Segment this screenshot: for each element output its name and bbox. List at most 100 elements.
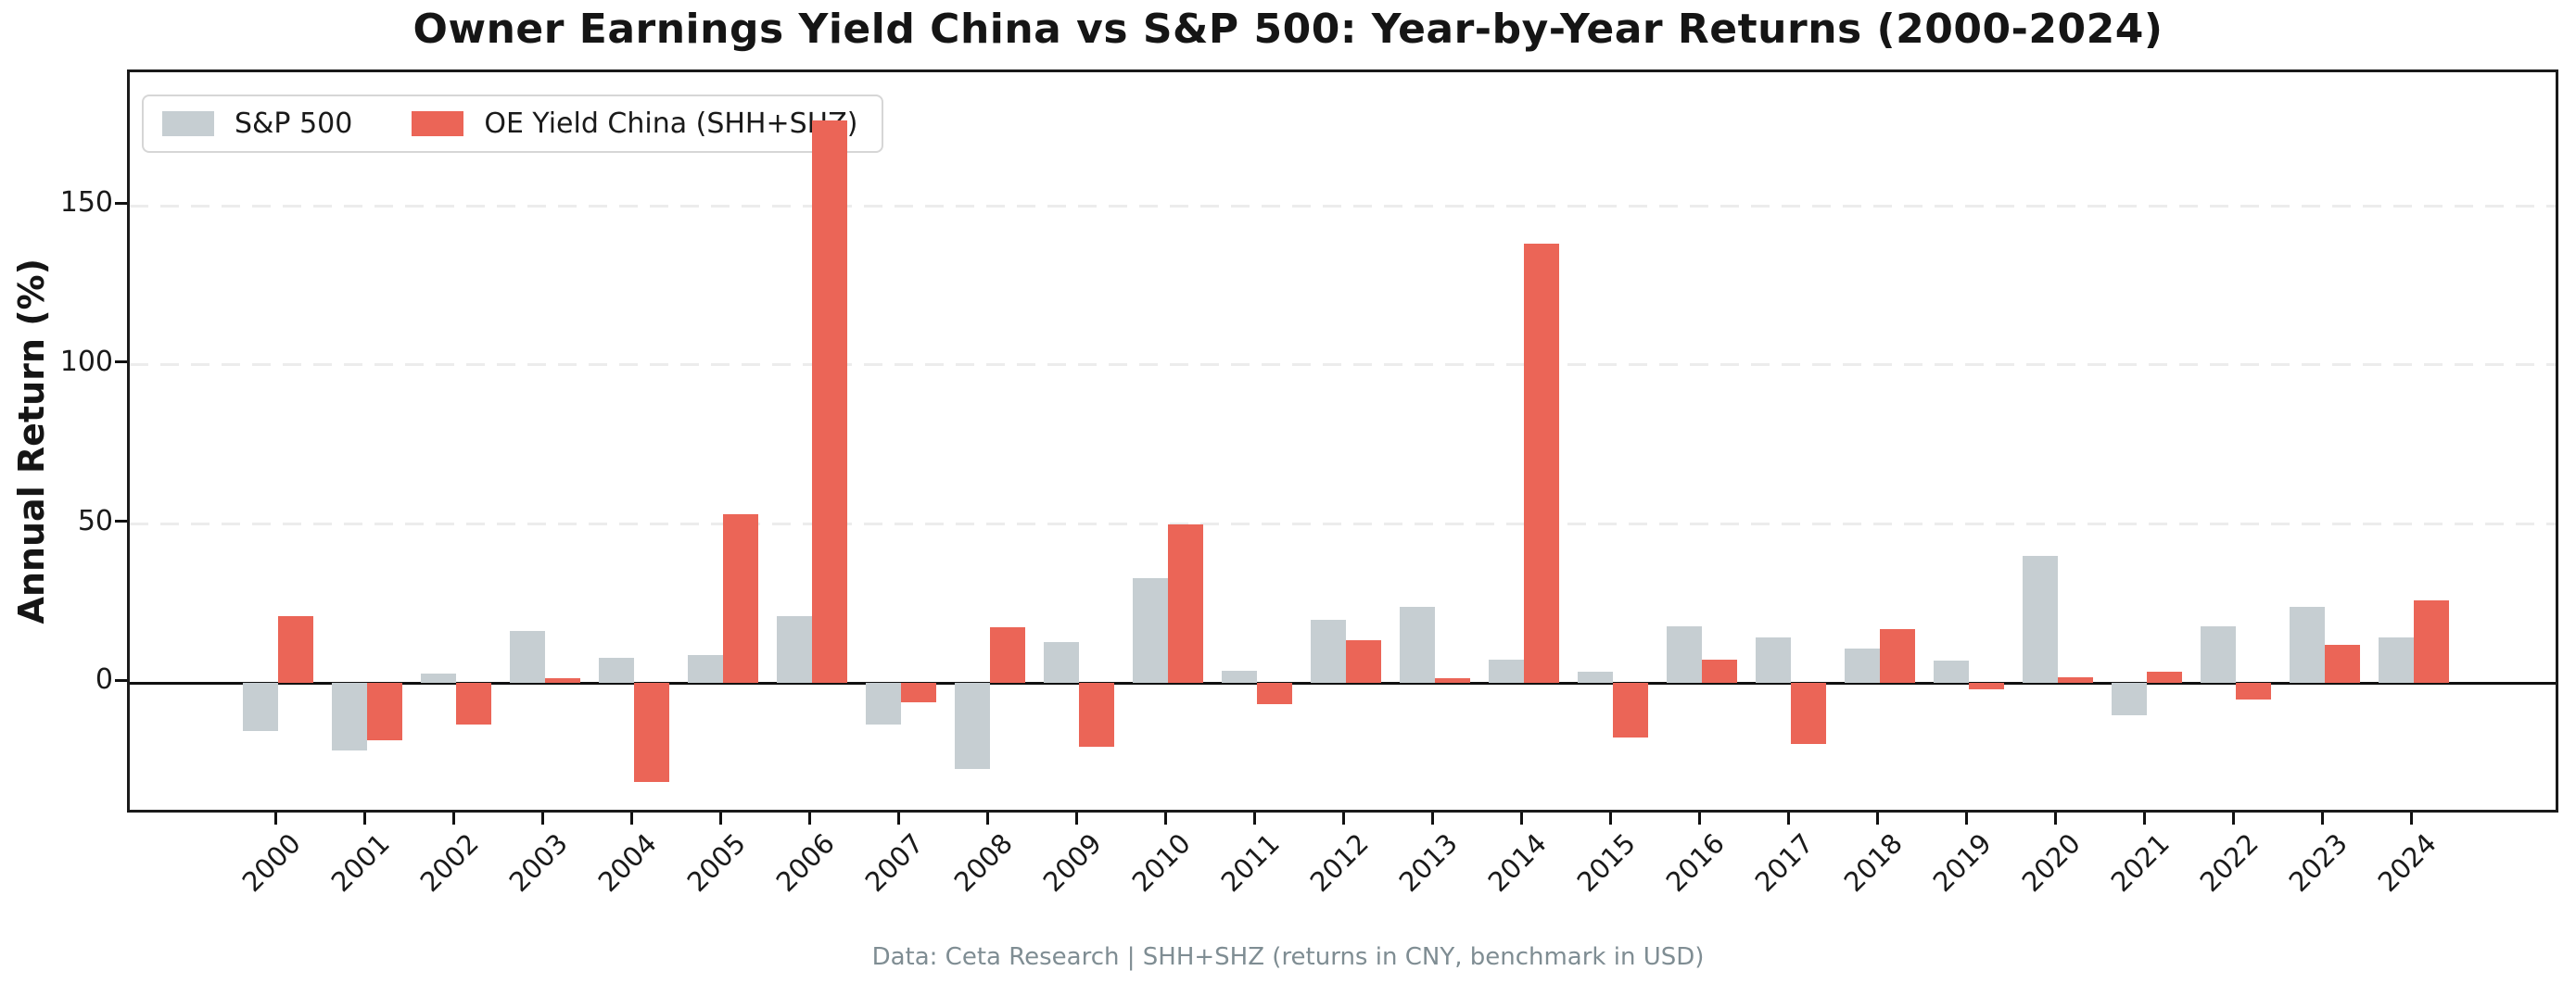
bar-sp500-2008 [955,683,990,770]
x-tick-label-2001: 2001 [324,827,397,899]
bar-oe-china-2006 [812,120,847,684]
grid-line-150 [130,204,2556,208]
y-tick-label-50: 50 [77,504,113,537]
x-tick-mark-2001 [362,813,366,825]
x-tick-label-2009: 2009 [1036,827,1109,899]
x-tick-label-2003: 2003 [502,827,575,899]
bar-oe-china-2011 [1257,683,1292,704]
bar-sp500-2020 [2023,556,2058,684]
x-tick-mark-2002 [451,813,455,825]
x-tick-label-2007: 2007 [858,827,931,899]
legend-label-sp500: S&P 500 [235,107,353,140]
bar-oe-china-2018 [1880,629,1915,684]
x-tick-mark-2023 [2320,813,2324,825]
x-tick-mark-2003 [540,813,544,825]
x-tick-label-2022: 2022 [2193,827,2265,899]
y-tick-mark-0 [115,678,127,682]
x-tick-mark-2017 [1786,813,1790,825]
bar-oe-china-2001 [367,683,402,741]
x-tick-mark-2007 [896,813,900,825]
bar-sp500-2023 [2290,607,2325,684]
legend-item-sp500: S&P 500 [162,107,352,140]
x-tick-label-2008: 2008 [947,827,1020,899]
bar-oe-china-2022 [2236,683,2271,700]
grid-line-50 [130,523,2556,526]
bar-oe-china-2002 [456,683,491,725]
bar-oe-china-2024 [2414,600,2449,684]
bar-oe-china-2003 [545,678,580,684]
bar-sp500-2014 [1489,659,1524,684]
x-tick-label-2021: 2021 [2104,827,2176,899]
bar-oe-china-2017 [1791,683,1826,744]
y-tick-mark-50 [115,520,127,523]
legend-item-oe-china: OE Yield China (SHH+SHZ) [412,107,857,140]
x-tick-mark-2013 [1430,813,1434,825]
bar-sp500-2009 [1044,641,1079,684]
x-tick-mark-2012 [1341,813,1345,825]
x-tick-label-2017: 2017 [1748,827,1821,899]
x-tick-label-2000: 2000 [235,827,308,899]
bar-sp500-2005 [688,654,723,684]
x-tick-label-2010: 2010 [1125,827,1198,899]
bar-sp500-2015 [1578,672,1613,684]
x-tick-mark-2008 [985,813,989,825]
x-tick-label-2015: 2015 [1570,827,1643,899]
x-tick-label-2016: 2016 [1659,827,1732,899]
bar-oe-china-2020 [2058,676,2093,684]
bar-sp500-2017 [1756,637,1791,684]
grid-line-100 [130,363,2556,367]
x-tick-mark-2018 [1875,813,1879,825]
x-tick-label-2005: 2005 [680,827,753,899]
x-tick-mark-2004 [629,813,633,825]
x-tick-mark-2015 [1608,813,1612,825]
legend-swatch-oe-china [412,111,464,136]
bar-oe-china-2014 [1524,244,1559,684]
bar-oe-china-2008 [990,627,1025,684]
y-axis-label: Annual Return (%) [11,258,52,624]
x-tick-label-2002: 2002 [413,827,486,899]
bar-oe-china-2010 [1168,523,1203,684]
legend-label-oe-china: OE Yield China (SHH+SHZ) [484,107,858,140]
bar-oe-china-2023 [2325,645,2360,684]
legend: S&P 500 OE Yield China (SHH+SHZ) [142,95,884,153]
x-tick-label-2023: 2023 [2282,827,2354,899]
bar-sp500-2012 [1311,619,1346,684]
x-tick-label-2006: 2006 [769,827,842,899]
legend-swatch-sp500 [162,111,214,136]
x-tick-label-2020: 2020 [2015,827,2087,899]
bar-oe-china-2012 [1346,640,1381,684]
bar-oe-china-2004 [634,683,669,782]
bar-sp500-2007 [866,683,901,725]
bar-oe-china-2000 [278,616,313,684]
x-tick-label-2014: 2014 [1481,827,1554,899]
bar-sp500-2001 [332,683,367,750]
bar-sp500-2000 [243,683,278,731]
bar-oe-china-2015 [1613,683,1648,738]
bar-oe-china-2007 [901,683,936,703]
x-tick-label-2024: 2024 [2371,827,2443,899]
x-tick-mark-2011 [1252,813,1256,825]
bar-sp500-2006 [777,616,812,684]
y-tick-mark-150 [115,201,127,205]
bar-sp500-2024 [2379,637,2414,684]
bar-sp500-2004 [599,657,634,684]
bar-sp500-2003 [510,630,545,684]
x-tick-mark-2020 [2053,813,2057,825]
y-tick-label-150: 150 [59,186,113,220]
footer-caption: Data: Ceta Research | SHH+SHZ (returns i… [871,943,1705,971]
bar-oe-china-2005 [723,514,758,684]
bar-sp500-2010 [1133,578,1168,684]
bar-sp500-2016 [1667,625,1702,684]
x-tick-mark-2024 [2409,813,2413,825]
x-tick-mark-2019 [1964,813,1968,825]
x-tick-mark-2000 [273,813,277,825]
bar-sp500-2002 [421,674,456,684]
zero-line [130,681,2556,685]
x-tick-mark-2021 [2142,813,2146,825]
x-tick-label-2011: 2011 [1214,827,1287,899]
y-tick-mark-100 [115,360,127,364]
x-tick-label-2018: 2018 [1837,827,1910,899]
bar-oe-china-2013 [1435,678,1470,684]
x-tick-mark-2016 [1697,813,1701,825]
